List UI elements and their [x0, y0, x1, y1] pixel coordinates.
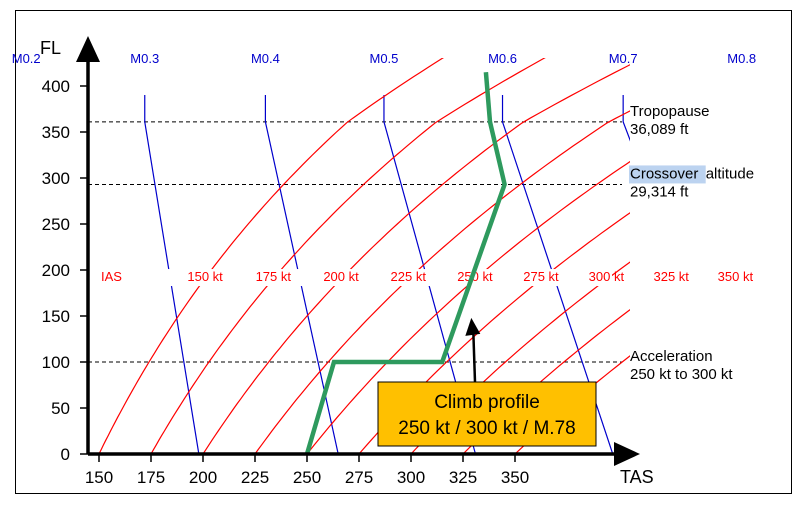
mach-label-5: M0.5 — [370, 51, 399, 66]
x-tick-label-350: 350 — [501, 468, 529, 487]
callout-arrow-head — [465, 317, 481, 336]
ias-label-150: 150 kt — [187, 269, 223, 284]
callout-line-1: Climb profile — [434, 392, 540, 413]
mach-lines — [144, 95, 630, 454]
x-tick-label-275: 275 — [345, 468, 373, 487]
reference-highlight-1: Crossover — [630, 165, 698, 182]
ias-line-175 — [150, 58, 546, 454]
x-tick-label-150: 150 — [85, 468, 113, 487]
x-tick-label-325: 325 — [449, 468, 477, 487]
y-tick-label-250: 250 — [42, 215, 70, 234]
y-tick-label-300: 300 — [42, 169, 70, 188]
y-tick-label-400: 400 — [42, 77, 70, 96]
x-tick-label-200: 200 — [189, 468, 217, 487]
x-axis-arrow — [614, 442, 640, 466]
ias-label-350: 350 kt — [718, 269, 754, 284]
callout-arrow-line — [472, 331, 477, 383]
mach-line-5 — [383, 95, 477, 454]
y-tick-label-50: 50 — [51, 399, 70, 418]
y-tick-label-150: 150 — [42, 307, 70, 326]
mach-label-4: M0.4 — [251, 51, 280, 66]
mach-label-7: M0.7 — [609, 51, 638, 66]
ias-line-150 — [98, 58, 444, 454]
y-tick-label-100: 100 — [42, 353, 70, 372]
line-labels: M0.1M0.2M0.3M0.4M0.5M0.6M0.7M0.8M0.9IAS1… — [12, 51, 756, 287]
ias-label-backdrop — [97, 269, 612, 287]
reference-sublabel-1: 29,314 ft — [630, 183, 689, 200]
reference-sublabel-2: 250 kt to 300 kt — [630, 366, 733, 383]
ias-line-250 — [306, 160, 630, 454]
ias-label-225: 225 kt — [391, 269, 427, 284]
ias-line-225 — [254, 110, 630, 454]
callout-line-2: 250 kt / 300 kt / M.78 — [398, 418, 575, 439]
ias-line-200 — [202, 64, 630, 454]
axes: 0 50 100 150 200 250 300 350 400 150 175 200 225 250 2… — [40, 36, 654, 487]
mach-line-7 — [622, 95, 630, 142]
ias-label-200: 200 kt — [323, 269, 359, 284]
climb-profile-line — [304, 72, 507, 455]
climb-profile — [304, 72, 507, 455]
mach-label-2: M0.2 — [12, 51, 41, 66]
x-tick-label-300: 300 — [397, 468, 425, 487]
y-tick-label-0: 0 — [61, 445, 70, 464]
x-axis-title: TAS — [620, 467, 654, 487]
reference-sublabel-0: 36,089 ft — [630, 121, 689, 138]
reference-label-2: Acceleration — [630, 348, 713, 365]
x-tick-label-175: 175 — [137, 468, 165, 487]
reference-label-0: Tropopause — [630, 103, 710, 120]
ias-label-325: 325 kt — [653, 269, 689, 284]
ias-label-300: 300 kt — [589, 269, 625, 284]
y-axis-arrow — [76, 36, 100, 62]
callout-box — [377, 381, 597, 447]
ias-label-175: 175 kt — [256, 269, 292, 284]
ias-label-275: 275 kt — [523, 269, 559, 284]
crossover-highlight — [629, 165, 706, 184]
y-axis-title: FL — [40, 38, 61, 58]
x-tick-label-250: 250 — [293, 468, 321, 487]
mach-line-3 — [144, 95, 200, 454]
y-tick-label-350: 350 — [42, 123, 70, 142]
mach-label-8: M0.8 — [727, 51, 756, 66]
ias-label-250: 250 kt — [457, 269, 493, 284]
mach-line-4 — [264, 95, 339, 454]
x-tick-label-225: 225 — [241, 468, 269, 487]
mach-label-6: M0.6 — [488, 51, 517, 66]
y-tick-label-200: 200 — [42, 261, 70, 280]
callout: Climb profile 250 kt / 300 kt / M.78 — [377, 317, 597, 447]
mach-line-6 — [501, 95, 614, 454]
reference-label-1: altitude — [706, 165, 754, 182]
ias-axis-label: IAS — [101, 269, 122, 284]
mach-label-3: M0.3 — [130, 51, 159, 66]
